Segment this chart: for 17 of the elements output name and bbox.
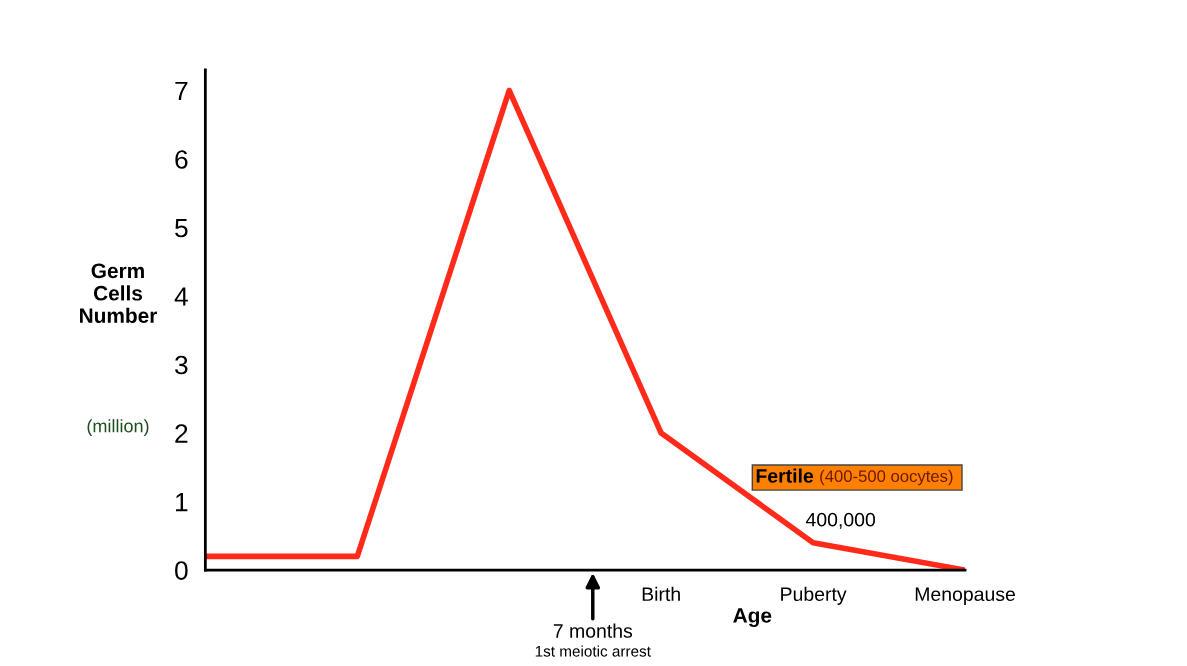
annotation: 400,000: [805, 512, 876, 529]
x-tick-label: Puberty: [781, 586, 847, 605]
y-axis-title: Germ Cells Number: [80, 263, 158, 324]
text: 7 months 1st meiotic arrest: [535, 623, 651, 657]
band-label: Fertile (400-500 oocytes): [756, 468, 953, 486]
y-tick-label: 2: [175, 424, 188, 443]
x-tick-label: Menopause: [915, 587, 1015, 605]
x-axis-title: Age: [733, 608, 772, 628]
y-tick-label: 5: [175, 218, 188, 238]
y-tick-label: 0: [175, 561, 188, 580]
y-tick-label: 3: [175, 355, 188, 375]
x-tick-label: Birth: [642, 586, 680, 602]
y-tick-label: 6: [175, 150, 188, 169]
y-tick-label: 4: [174, 287, 188, 306]
y-tick-label: 1: [176, 492, 188, 512]
text: (million): [87, 419, 149, 436]
y-tick-label: 7: [175, 81, 188, 101]
